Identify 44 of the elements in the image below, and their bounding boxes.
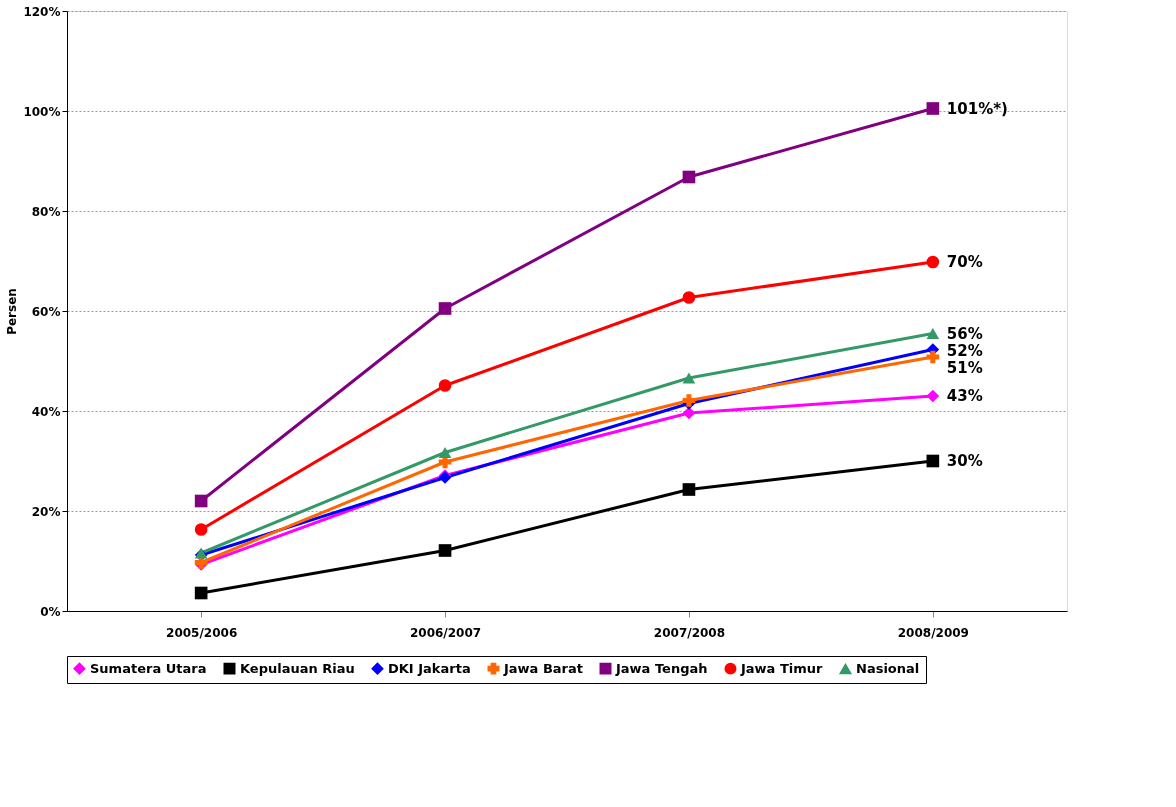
y-tick-label: 60% <box>31 304 61 319</box>
point <box>926 328 940 339</box>
point <box>194 523 208 536</box>
x-tick-label: 2006/2007 <box>409 625 482 640</box>
y-tick-label: 20% <box>31 504 61 519</box>
data-label: 101%*) <box>946 99 1008 118</box>
point <box>682 291 696 304</box>
point <box>682 372 696 384</box>
x-tick-label: 2007/2008 <box>653 625 726 640</box>
legend-label: Jawa Timur <box>740 660 824 676</box>
x-tick-label: 2008/2009 <box>897 625 969 640</box>
y-tick-label: 120% <box>23 4 61 19</box>
data-label: 70% <box>946 253 983 271</box>
legend-label: Jawa Barat <box>503 660 583 676</box>
data-label: 52% <box>946 341 983 360</box>
point <box>926 350 940 364</box>
legend-label: DKI Jakarta <box>388 660 471 676</box>
data-label: 43% <box>946 387 983 405</box>
legend-label: Nasional <box>856 660 920 676</box>
point <box>926 389 940 403</box>
point <box>438 379 452 392</box>
legend-label: Jawa Tengah <box>615 660 708 676</box>
legend-label: Sumatera Utara <box>90 660 207 676</box>
y-tick-label: 0% <box>40 604 61 619</box>
y-tick-label: 80% <box>31 204 61 219</box>
point <box>194 494 208 508</box>
point <box>438 544 452 557</box>
y-axis-title: Persen <box>5 288 20 335</box>
point <box>194 586 208 600</box>
point <box>438 447 452 458</box>
point <box>682 170 696 184</box>
data-label: 30% <box>946 452 983 470</box>
point <box>926 255 940 269</box>
y-tick-label: 40% <box>31 404 61 419</box>
point <box>682 483 696 496</box>
point <box>926 454 940 468</box>
data-label: 56% <box>946 324 983 343</box>
y-tick-label: 100% <box>23 104 61 119</box>
point <box>438 302 452 315</box>
data-label: 51% <box>946 358 983 377</box>
point <box>682 406 696 420</box>
point <box>926 102 940 115</box>
x-tick-label: 2005/2006 <box>166 625 238 640</box>
legend-label: Kepulauan Riau <box>240 660 355 676</box>
